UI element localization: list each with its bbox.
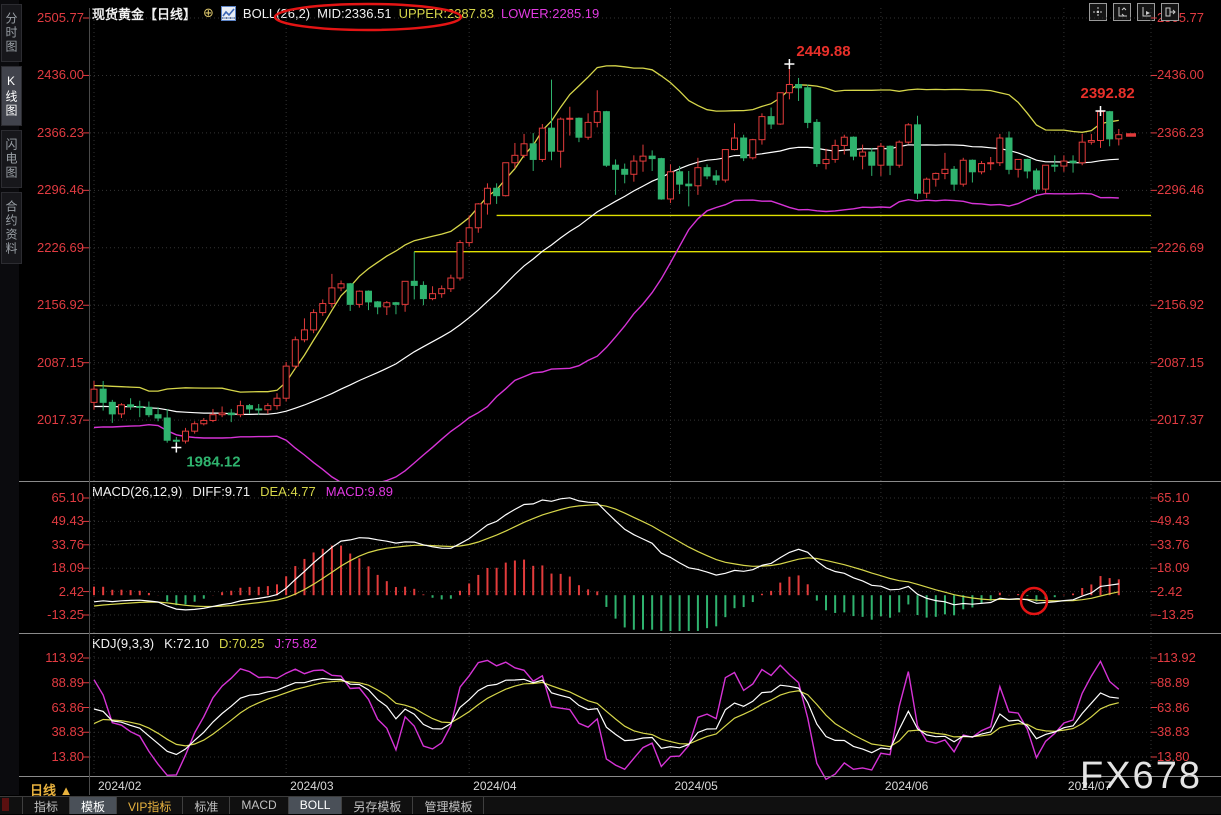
axis-label: 2296.46 [37, 182, 84, 198]
macd-axis-right: 65.10 49.43 33.76 18.09 2.42 -13.25 [1157, 0, 1219, 814]
macd-value: MACD:9.89 [325, 484, 393, 499]
axis-label: 113.92 [45, 650, 84, 665]
svg-text:1984.12: 1984.12 [186, 454, 240, 471]
left-sidebar: 分时图 K线图闪电图合约资料 [0, 0, 22, 795]
axis-label: 2.42 [58, 583, 84, 599]
reset-scale-icon[interactable] [1161, 3, 1179, 21]
tab-templates[interactable]: 模板 [70, 797, 118, 814]
main-price-axis-right: 2505.77 2436.00 2366.23 2296.46 2226.69 2156.… [1157, 0, 1219, 814]
axis-label: 2017.37 [1157, 412, 1204, 428]
axis-label: 113.92 [1157, 650, 1196, 665]
axis-label: 88.89 [51, 674, 84, 690]
chart-toolbar [1089, 3, 1179, 21]
axis-label: 2226.69 [1157, 239, 1204, 255]
axis-label: 2366.23 [37, 124, 84, 140]
axis-label: 63.86 [1157, 699, 1190, 715]
boll-mid-value: MID:2336.51 [317, 5, 392, 21]
tab-save-template[interactable]: 另存模板 [342, 797, 414, 814]
macd-name: MACD(26,12,9) [92, 484, 183, 499]
bottom-left-marker [2, 798, 9, 811]
sidebar-item-flash-chart[interactable]: 闪电图 [1, 130, 22, 188]
chart-header: 现货黄金【日线】 ⊕ BOLL(26,2) MID:2336.51 UPPER:… [92, 4, 599, 22]
date-label: 2024/02 [98, 779, 142, 793]
tab-macd[interactable]: MACD [230, 797, 289, 814]
kdj-name: KDJ(9,3,3) [92, 636, 155, 651]
axis-label: 2226.69 [37, 239, 84, 255]
axis-label: -13.25 [1157, 607, 1194, 622]
axis-label: 2087.15 [37, 354, 84, 370]
date-label: 2024/05 [674, 779, 718, 793]
axis-label: 65.10 [1157, 490, 1190, 505]
axis-label: 18.09 [1157, 560, 1190, 576]
axis-label: 88.89 [1157, 674, 1190, 690]
pan-icon[interactable] [1089, 3, 1107, 21]
symbol-title: 现货黄金【日线】 [92, 6, 197, 22]
macd-axis-left: 65.10 49.43 33.76 18.09 2.42 -13.25 [22, 0, 84, 814]
axis-label: 65.10 [51, 490, 84, 505]
sidebar-item-contract-info[interactable]: 合约资料 [1, 192, 22, 264]
axis-label: 33.76 [51, 536, 84, 552]
main-price-axis-left: 2505.77 2436.00 2366.23 2296.46 2226.69 2156.… [22, 0, 84, 814]
sidebar-item-time-chart[interactable]: 分时图 [1, 4, 22, 62]
tab-vip-indicators[interactable]: VIP指标 [117, 797, 184, 814]
kdj-axis-left: 113.92 88.89 63.86 38.83 13.80 [22, 0, 84, 814]
axis-label: 2156.92 [37, 297, 84, 313]
date-axis: 2024/02 2024/03 2024/04 2024/05 2024/06 2024/… [0, 779, 1221, 795]
tab-indicators[interactable]: 指标 [22, 797, 71, 814]
date-label: 2024/06 [884, 779, 929, 793]
axis-label: 13.80 [51, 749, 84, 764]
tab-manage-templates[interactable]: 管理模板 [413, 797, 485, 814]
bottom-tab-bar: 指标 模板 VIP指标 标准 MACD BOLL 另存模板 管理模板 [0, 796, 1221, 814]
dea-value: DEA:4.77 [260, 484, 316, 499]
boll-indicator-label: BOLL(26,2) [242, 5, 311, 21]
axis-label: 63.86 [51, 699, 84, 715]
axis-label: 2436.00 [37, 67, 84, 83]
svg-text:2392.82: 2392.82 [1081, 85, 1135, 102]
axis-label: 2156.92 [1157, 297, 1204, 313]
x-axis-scale-icon[interactable] [1137, 3, 1155, 21]
axis-label: 38.83 [1157, 724, 1190, 740]
axis-label: 49.43 [51, 513, 84, 529]
annotation-circle [1019, 586, 1049, 616]
axis-label: 2087.15 [1157, 354, 1204, 370]
date-label: 2024/07 [1067, 779, 1112, 793]
axis-label: 38.83 [51, 724, 84, 740]
axis-label: 33.76 [1157, 536, 1190, 552]
kdj-header: KDJ(9,3,3) K:72.10 D:70.25 J:75.82 [92, 636, 317, 651]
boll-upper-value: UPPER:2387.83 [398, 5, 494, 21]
svg-text:2449.88: 2449.88 [796, 43, 850, 60]
macd-header: MACD(26,12,9) DIFF:9.71 DEA:4.77 MACD:9.… [92, 484, 393, 499]
axis-label: 2017.37 [37, 412, 84, 428]
mini-chart-icon[interactable] [220, 5, 236, 21]
y-axis-scale-icon[interactable] [1113, 3, 1131, 21]
axis-label: 49.43 [1157, 513, 1190, 529]
diff-value: DIFF:9.71 [192, 484, 251, 499]
sidebar-item-kline-chart[interactable]: K线图 [1, 66, 22, 126]
axis-label: 2.42 [1157, 583, 1183, 599]
axis-label: 2436.00 [1157, 67, 1204, 83]
k-value: K:72.10 [164, 636, 209, 651]
axis-label: 2366.23 [1157, 124, 1204, 140]
kdj-axis-right: 113.92 88.89 63.86 38.83 13.80 [1157, 0, 1219, 814]
d-value: D:70.25 [218, 636, 265, 651]
axis-label: 18.09 [51, 560, 84, 576]
date-label: 2024/04 [473, 779, 517, 793]
axis-label: 2296.46 [1157, 182, 1204, 198]
tab-standard[interactable]: 标准 [183, 797, 231, 814]
tab-boll[interactable]: BOLL [288, 797, 343, 814]
boll-lower-value: LOWER:2285.19 [500, 5, 600, 21]
axis-label: 2505.77 [37, 10, 84, 25]
axis-label: -13.25 [47, 607, 84, 622]
date-label: 2024/03 [290, 779, 334, 793]
period-selector[interactable]: 日线 ▲ [30, 783, 73, 798]
j-value: J:75.82 [274, 636, 318, 651]
link-icon[interactable]: ⊕ [203, 5, 214, 20]
watermark: FX678 [1080, 755, 1202, 797]
